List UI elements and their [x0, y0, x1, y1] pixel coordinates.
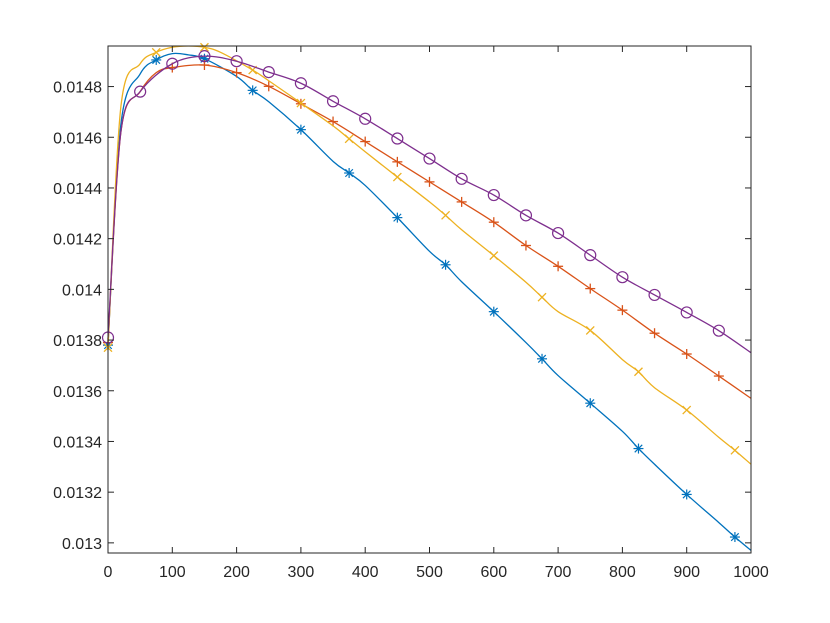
series-3-point [585, 325, 595, 335]
x-tick-label: 300 [288, 564, 315, 581]
x-tick-label: 400 [352, 564, 379, 581]
series-4-point [134, 85, 147, 98]
y-tick-label: 0.0146 [53, 130, 102, 147]
series-4-point [198, 50, 211, 63]
series-2-line [108, 64, 751, 399]
series-2-point [424, 176, 435, 187]
series-1-point [585, 398, 596, 409]
series-2-point [553, 261, 564, 272]
series-4-point [262, 66, 275, 79]
y-tick-label: 0.0148 [53, 80, 102, 97]
y-tick-label: 0.0142 [53, 232, 102, 249]
series-4-point [712, 324, 725, 337]
series-4-point [166, 57, 179, 70]
series-4-point [423, 152, 436, 165]
series-4-point [584, 249, 597, 262]
series-3-point [634, 367, 643, 377]
series-4-point [648, 288, 661, 302]
series-4-point [680, 306, 693, 319]
series-3-point [199, 42, 209, 52]
series-3-point [730, 445, 740, 455]
series-1-point [440, 259, 451, 270]
y-tick-label: 0.0132 [53, 485, 102, 502]
series-4-point [455, 172, 468, 185]
series-layer [101, 42, 751, 551]
series-1-point [151, 54, 162, 65]
series-2-point [520, 240, 531, 251]
series-2-point [681, 349, 692, 360]
series-4-point [326, 95, 340, 108]
series-4-point [359, 112, 372, 125]
y-tick-label: 0.0138 [53, 333, 102, 350]
series-2-point [585, 283, 596, 294]
series-1-point [247, 85, 258, 96]
series-3-point [151, 47, 161, 57]
series-2-point [392, 156, 403, 167]
series-3 [103, 42, 751, 465]
series-4-point [519, 209, 533, 222]
series-1-point [537, 353, 548, 364]
series-1-point [392, 212, 403, 223]
series-3-point [682, 405, 692, 415]
series-4-point [230, 55, 243, 68]
series-3-point [537, 292, 547, 302]
series-3-point [392, 172, 402, 182]
series-1-point [633, 443, 644, 454]
series-2-point [231, 67, 242, 78]
x-tick-label: 200 [223, 564, 250, 581]
series-1-point [681, 489, 692, 500]
series-1-point [344, 168, 355, 179]
series-3-line [108, 46, 751, 465]
y-tick-label: 0.0144 [53, 181, 102, 198]
series-2-point [360, 136, 371, 147]
series-1-point [295, 124, 306, 135]
series-2-point [649, 328, 660, 339]
series-4-point [487, 188, 500, 202]
x-tick-label: 700 [545, 564, 572, 581]
series-1-line [108, 52, 751, 551]
series-4-point [294, 77, 307, 90]
series-1 [103, 52, 751, 551]
y-tick-label: 0.0136 [53, 384, 102, 401]
series-4-point [616, 271, 629, 284]
series-4 [101, 50, 751, 354]
series-1-point [729, 532, 740, 543]
series-2-point [713, 371, 724, 382]
series-2-point [263, 81, 274, 92]
x-tick-label: 100 [159, 564, 186, 581]
y-tick-label: 0.013 [62, 536, 102, 553]
series-3-point [489, 251, 499, 261]
tick-layer: 0 100 200 300 400 500 600 700 800 900 1000 0.013 0.0… [53, 46, 769, 581]
series-1-point [488, 306, 499, 317]
y-tick-label: 0.014 [62, 282, 102, 299]
x-tick-label: 800 [609, 564, 636, 581]
series-2 [103, 60, 751, 399]
series-2-point [617, 305, 628, 316]
x-tick-label: 900 [673, 564, 700, 581]
series-4-line [108, 55, 751, 354]
series-2-point [328, 116, 339, 127]
series-2-point [456, 196, 467, 207]
x-tick-label: 600 [480, 564, 507, 581]
series-4-point [391, 132, 404, 145]
series-3-point [344, 134, 354, 144]
x-tick-label: 1000 [733, 564, 769, 581]
series-3-point [441, 210, 451, 220]
x-tick-label: 0 [104, 564, 113, 581]
series-4-point [551, 226, 565, 240]
plot-area-frame [107, 45, 752, 554]
series-3-point [296, 98, 306, 108]
y-tick-label: 0.0134 [53, 434, 102, 451]
x-tick-label: 500 [416, 564, 443, 581]
series-2-point [488, 217, 499, 228]
